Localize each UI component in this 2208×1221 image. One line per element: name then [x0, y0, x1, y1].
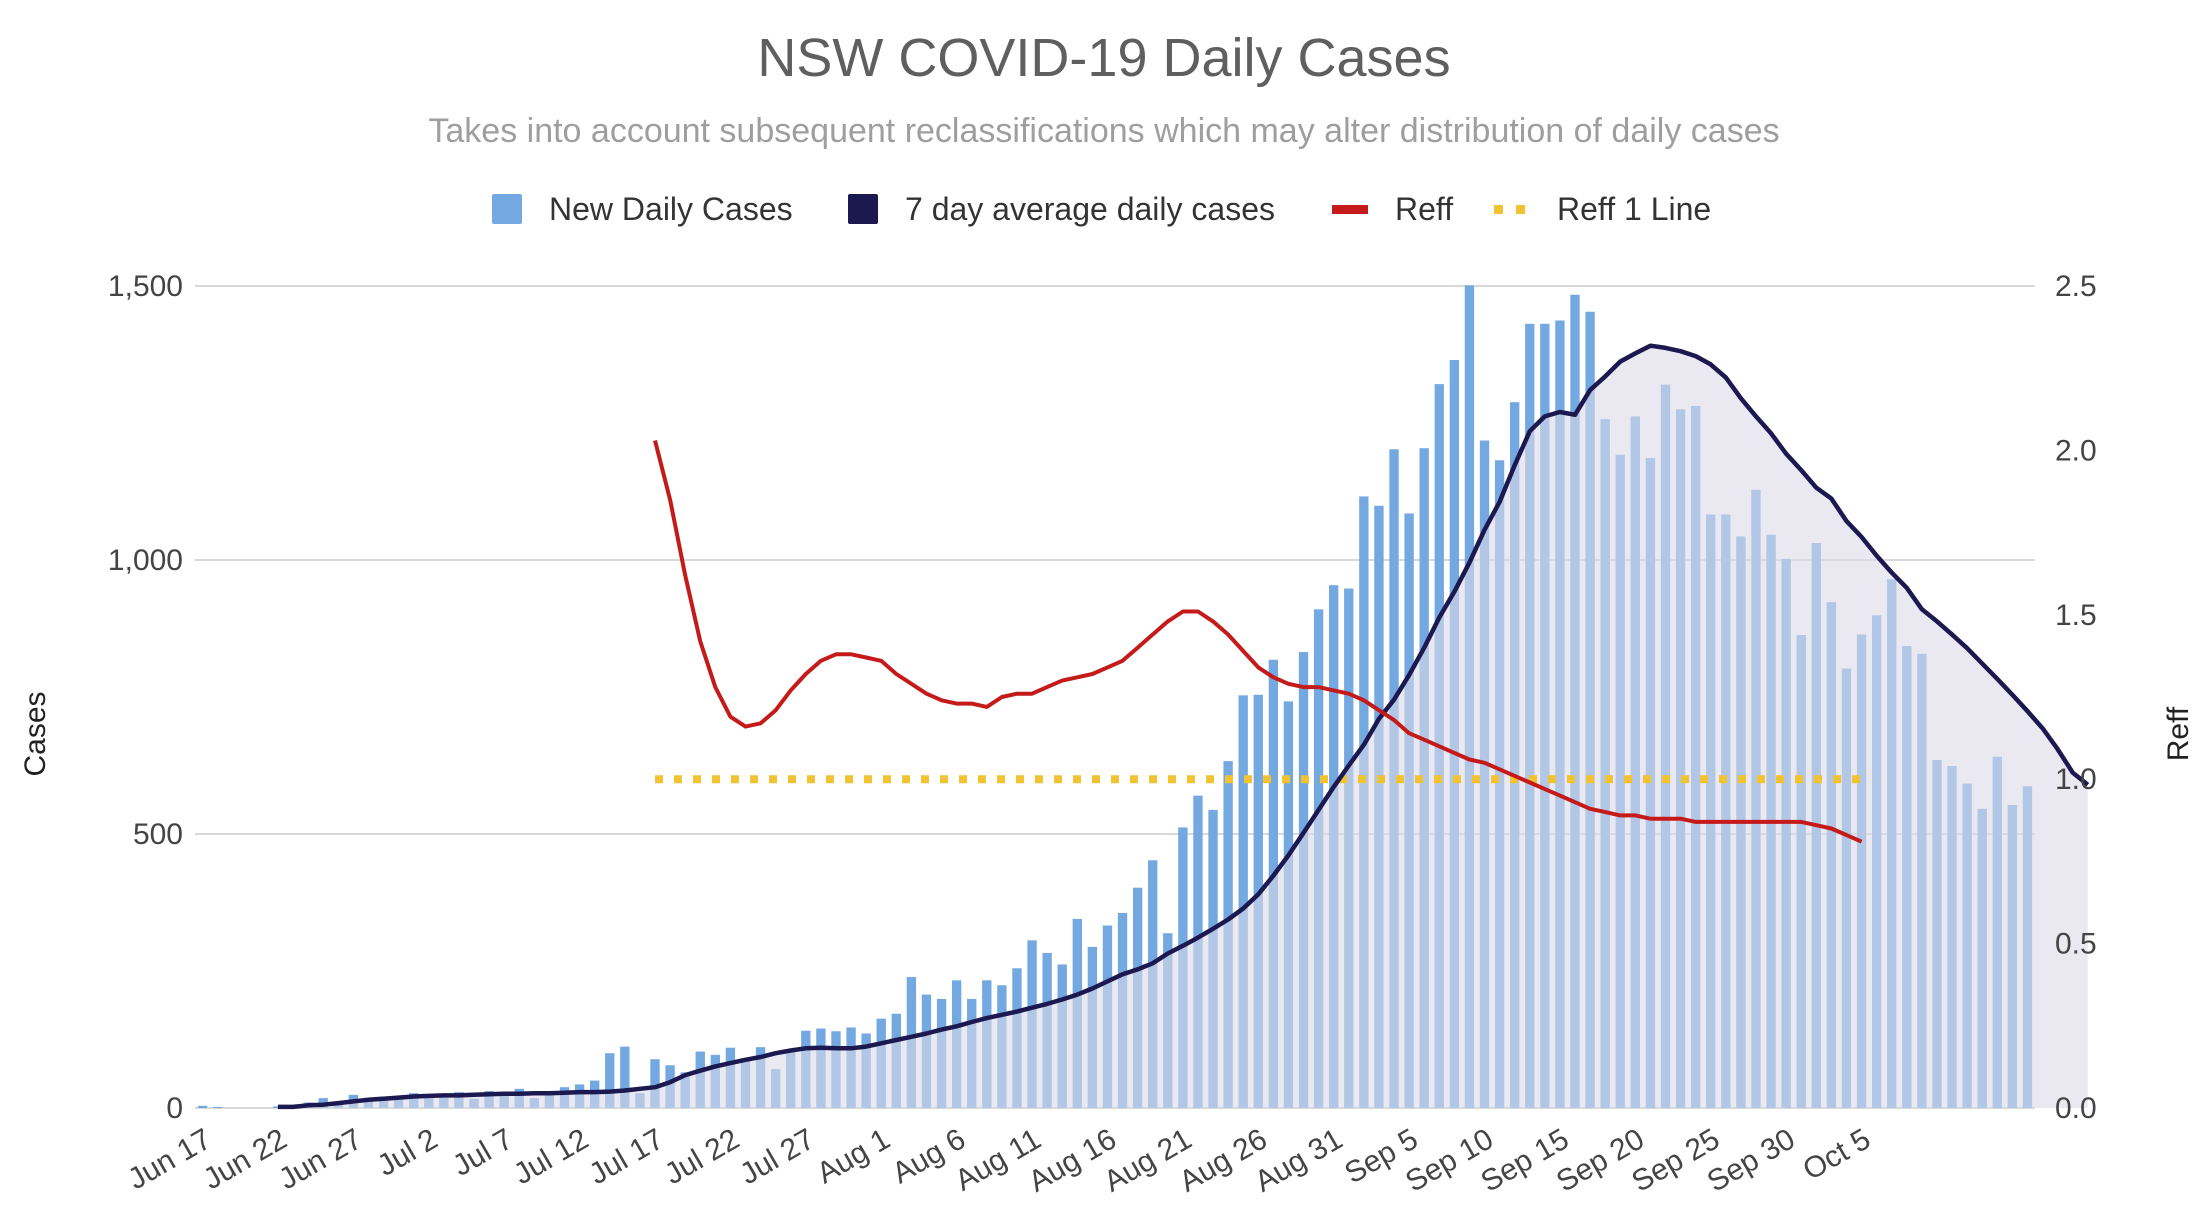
- legend: New Daily Cases 7 day average daily cases…: [492, 191, 1711, 227]
- legend-swatch-0: [492, 194, 522, 224]
- y2-axis-title: Reff: [2162, 706, 2195, 761]
- reff-line: [653, 440, 1863, 844]
- y2-tick-label: 2.5: [2055, 270, 2097, 303]
- avg-line: [278, 343, 2090, 1110]
- x-tick-label: Jun 17: [123, 1123, 218, 1197]
- x-tick-label: Aug 26: [1174, 1123, 1273, 1199]
- series-reff: [653, 440, 1863, 844]
- bar-1: [212, 1106, 223, 1108]
- x-tick-label: Sep 30: [1702, 1123, 1801, 1199]
- y2-tick-label: 1.0: [2055, 763, 2097, 796]
- bar-28: [620, 1046, 630, 1108]
- y-tick-label: 0: [166, 1092, 183, 1125]
- bar-0: [197, 1105, 208, 1108]
- y2-tick-label: 2.0: [2055, 434, 2097, 467]
- bar-30: [650, 1059, 660, 1108]
- y-tick-label: 500: [133, 818, 183, 851]
- y-axis-left: 0 500 1,000 1,500: [108, 270, 183, 1125]
- chart-subtitle: Takes into account subsequent reclassifi…: [428, 112, 1779, 150]
- avg-area: [277, 345, 2088, 1108]
- bar-27: [605, 1053, 615, 1108]
- x-tick-label: Oct 5: [1797, 1123, 1876, 1187]
- legend-swatch-dot-b: [1516, 205, 1525, 214]
- chart-title: NSW COVID-19 Daily Cases: [757, 28, 1450, 88]
- x-tick-label: Jul 22: [659, 1123, 745, 1192]
- x-tick-label: Sep 10: [1400, 1123, 1499, 1199]
- x-tick-label: Jul 7: [447, 1123, 518, 1183]
- legend-label-2: Reff: [1395, 191, 1453, 227]
- x-tick-label: Jun 27: [273, 1123, 368, 1197]
- legend-swatch-2: [1332, 205, 1368, 214]
- bar-5: [273, 1106, 283, 1108]
- y2-tick-label: 0.0: [2055, 1092, 2097, 1125]
- x-tick-label: Aug 1: [811, 1123, 895, 1191]
- y2-tick-label: 1.5: [2055, 599, 2097, 632]
- series-7-day-average: [278, 343, 2090, 1110]
- x-tick-label: Sep 20: [1551, 1123, 1650, 1199]
- y-axis-title: Cases: [19, 691, 52, 776]
- x-tick-label: Aug 16: [1023, 1123, 1122, 1199]
- x-tick-label: Aug 21: [1099, 1123, 1198, 1199]
- x-tick-label: Jun 22: [198, 1123, 293, 1197]
- x-tick-label: Jul 2: [372, 1123, 443, 1183]
- avg-fill-area: [277, 345, 2088, 1108]
- x-tick-label: Sep 25: [1626, 1123, 1725, 1199]
- legend-swatch-dot-a: [1494, 205, 1503, 214]
- bar-69: [1238, 695, 1248, 1108]
- x-tick-label: Jul 17: [584, 1123, 670, 1192]
- y2-tick-label: 0.5: [2055, 928, 2097, 961]
- y-axis-right: 0.0 0.5 1.0 1.5 2.0 2.5: [2055, 270, 2097, 1125]
- x-tick-label: Sep 15: [1476, 1123, 1575, 1199]
- x-tick-label: Jul 27: [734, 1123, 820, 1192]
- legend-label-1: 7 day average daily cases: [905, 191, 1275, 227]
- x-tick-label: Aug 31: [1249, 1123, 1348, 1199]
- y-tick-label: 1,500: [108, 270, 183, 303]
- legend-label-0: New Daily Cases: [549, 191, 793, 227]
- legend-swatch-1: [848, 194, 878, 224]
- y-tick-label: 1,000: [108, 544, 183, 577]
- legend-label-3: Reff 1 Line: [1557, 191, 1711, 227]
- x-tick-label: Jul 12: [508, 1123, 594, 1192]
